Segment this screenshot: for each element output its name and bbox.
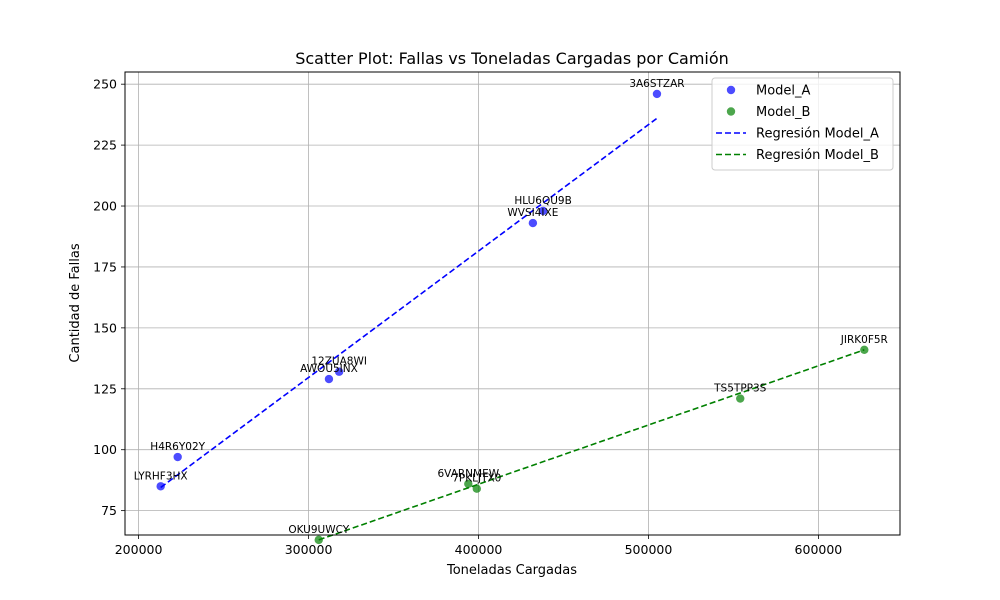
point-label: 7PKLJTX0 [452,473,501,485]
legend-marker [726,107,736,116]
legend-marker [726,85,736,95]
chart-title: Scatter Plot: Fallas vs Toneladas Cargad… [295,49,729,68]
data-point [528,218,538,228]
x-axis-label: Toneladas Cargadas [446,563,577,578]
y-tick-label: 200 [93,199,117,214]
y-tick-label: 250 [93,77,117,92]
x-tick-label: 500000 [625,542,673,557]
x-tick-label: 400000 [455,542,503,557]
data-point [156,482,165,491]
y-tick-label: 175 [93,259,117,274]
point-label: TS5TPP3S [713,383,767,395]
point-label: H4R6Y02Y [150,441,205,453]
regression-line [160,117,658,489]
data-point [538,206,548,216]
point-label: 6VARNMEW [438,468,500,480]
data-point [860,345,869,354]
data-point [314,535,323,545]
legend-label: Regresión Model_B [756,148,879,163]
y-tick-label: 225 [93,138,117,153]
y-tick-label: 75 [101,503,117,518]
point-label: WVSI4IXE [507,207,558,219]
data-point [464,479,473,489]
legend-label: Model_B [756,105,810,120]
x-tick-label: 600000 [795,542,843,557]
legend-label: Model_A [756,84,811,99]
point-label: 12ZUA8WI [311,356,367,368]
y-axis-label: Cantidad de Fallas [68,243,83,362]
point-label: OKU9UWCY [288,524,349,536]
point-label: 3A6STZAR [629,78,684,90]
data-point [736,394,745,403]
point-label: AWOU5INX [300,363,358,375]
plot-frame [124,71,901,536]
legend: Model_A Model_B Regresión Model_A Regresión… [711,77,894,171]
data-point [472,484,482,493]
point-label: LYRHF3HX [134,470,188,482]
data-point [324,374,334,384]
data-points [156,89,869,545]
regression-lines [160,117,865,541]
legend-label: Regresión Model_A [756,127,879,142]
data-point [173,452,182,462]
point-label: JIRK0F5R [840,334,888,346]
y-tick-label: 100 [93,442,117,457]
data-point [652,89,662,99]
legend-box [711,77,894,171]
y-axis-ticks: 75 100 125 150 175 200 225 250 [93,77,125,518]
x-tick-label: 300000 [285,542,333,557]
data-point [334,367,344,376]
x-tick-label: 200000 [115,542,163,557]
y-tick-label: 150 [93,320,117,335]
y-tick-label: 125 [93,381,117,396]
regression-line [318,349,865,541]
point-label: HLU6QU9B [514,195,571,207]
x-axis-ticks: 200000 300000 400000 500000 600000 [115,535,843,557]
